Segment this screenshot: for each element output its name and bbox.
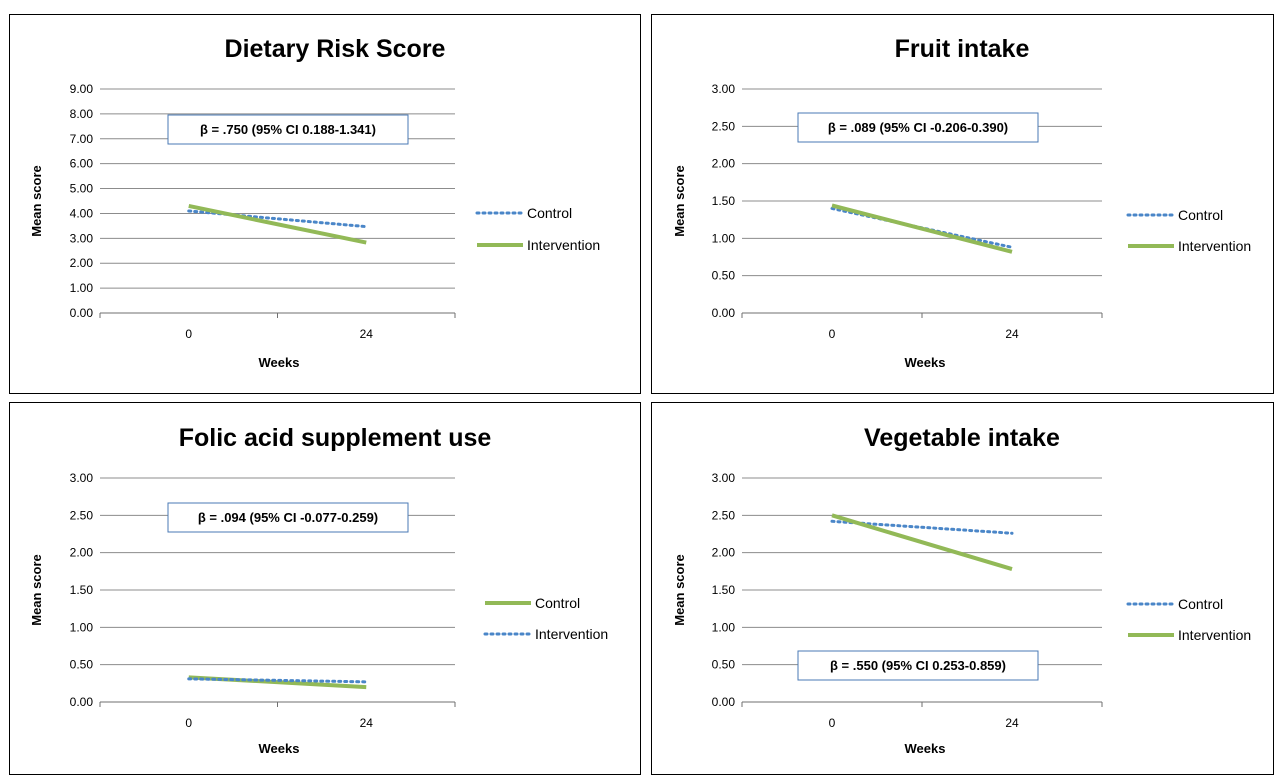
y-axis-label: Mean score (672, 554, 687, 626)
y-tick-label: 2.50 (712, 508, 736, 522)
annotation-text: β = .750 (95% CI 0.188-1.341) (200, 122, 376, 137)
y-tick-label: 9.00 (70, 82, 94, 96)
x-tick-label: 0 (185, 716, 192, 730)
y-tick-label: 2.00 (70, 546, 94, 560)
x-tick-label: 24 (360, 327, 374, 341)
chart-svg-dietary-risk-score: Dietary Risk Score 0.00 1.00 2.00 3.00 4.00 5… (29, 35, 600, 370)
y-tick-label: 3.00 (712, 82, 736, 96)
y-tick-label: 1.50 (712, 583, 736, 597)
y-tick-label: 2.50 (70, 508, 94, 522)
y-tick-label: 2.00 (70, 256, 94, 270)
x-tick-label: 0 (829, 327, 836, 341)
chart-title: Vegetable intake (864, 424, 1060, 452)
series-line-intervention (188, 204, 367, 245)
x-tick-label: 24 (1005, 716, 1019, 730)
chart-title: Fruit intake (895, 35, 1030, 63)
x-tick-label: 0 (829, 716, 836, 730)
y-tick-label: 1.00 (712, 231, 736, 245)
annotation-text: β = .550 (95% CI 0.253-0.859) (830, 658, 1006, 673)
y-tick-label: 3.00 (712, 471, 736, 485)
legend-label-intervention: Intervention (1178, 627, 1251, 643)
chart-svg-fruit-intake: Fruit intake 0.00 0.50 1.00 1.50 2.00 2.50 3.0… (672, 35, 1251, 370)
y-tick-label: 1.00 (70, 620, 94, 634)
y-axis-label: Mean score (29, 554, 44, 626)
y-axis-label: Mean score (672, 165, 687, 237)
annotation-box (797, 112, 1039, 143)
y-tick-label: 0.50 (70, 658, 94, 672)
annotation-box (167, 502, 409, 533)
y-tick-label: 3.00 (70, 471, 94, 485)
y-tick-label: 4.00 (70, 206, 94, 220)
legend-label-intervention: Intervention (1178, 238, 1251, 254)
y-tick-label: 1.50 (712, 194, 736, 208)
y-tick-label: 1.50 (70, 583, 94, 597)
legend-label-control: Control (535, 595, 580, 611)
x-axis-label: Weeks (259, 741, 300, 756)
y-tick-label: 0.00 (70, 306, 94, 320)
chart-panel-folic-acid: Folic acid supplement use 0.00 0.50 1.00 1.… (9, 402, 641, 775)
y-tick-label: 6.00 (70, 157, 94, 171)
x-axis-label: Weeks (259, 355, 300, 370)
legend-label-intervention: Intervention (535, 626, 608, 642)
legend-label-control: Control (1178, 596, 1223, 612)
y-tick-label: 7.00 (70, 132, 94, 146)
chart-panel-vegetable-intake: Vegetable intake 0.00 0.50 1.00 1.50 2.00 2.5… (651, 402, 1274, 775)
x-tick-label: 24 (1005, 327, 1019, 341)
y-tick-label: 2.50 (712, 119, 736, 133)
y-tick-label: 8.00 (70, 107, 94, 121)
series-line-intervention (187, 677, 368, 684)
y-tick-label: 1.00 (712, 620, 736, 634)
x-tick-label: 24 (360, 716, 374, 730)
y-tick-label: 2.00 (712, 157, 736, 171)
y-tick-label: 1.00 (70, 281, 94, 295)
y-tick-label: 0.00 (70, 695, 94, 709)
chart-svg-folic-acid: Folic acid supplement use 0.00 0.50 1.00 1.… (29, 424, 608, 756)
x-axis-label: Weeks (905, 741, 946, 756)
y-tick-label: 3.00 (70, 231, 94, 245)
annotation-text: β = .094 (95% CI -0.077-0.259) (198, 510, 378, 525)
legend-label-control: Control (527, 205, 572, 221)
x-axis-label: Weeks (905, 355, 946, 370)
y-tick-label: 0.50 (712, 269, 736, 283)
annotation-box (797, 650, 1039, 681)
legend-label-control: Control (1178, 207, 1223, 223)
y-tick-label: 0.00 (712, 306, 736, 320)
y-tick-label: 5.00 (70, 182, 94, 196)
annotation-text: β = .089 (95% CI -0.206-0.390) (828, 120, 1008, 135)
chart-panel-fruit-intake: Fruit intake 0.00 0.50 1.00 1.50 2.00 2.50 3.0… (651, 14, 1274, 394)
annotation-box (167, 114, 409, 145)
chart-title: Folic acid supplement use (179, 424, 492, 452)
y-tick-label: 0.00 (712, 695, 736, 709)
series-line-intervention (831, 513, 1013, 572)
y-axis-label: Mean score (29, 165, 44, 237)
chart-panel-dietary-risk-score: Dietary Risk Score 0.00 1.00 2.00 3.00 4.00 5… (9, 14, 641, 394)
legend-label-intervention: Intervention (527, 237, 600, 253)
y-tick-label: 0.50 (712, 658, 736, 672)
chart-svg-vegetable-intake: Vegetable intake 0.00 0.50 1.00 1.50 2.00 2.5… (672, 424, 1251, 756)
chart-title: Dietary Risk Score (225, 35, 446, 63)
x-tick-label: 0 (185, 327, 192, 341)
y-tick-label: 2.00 (712, 546, 736, 560)
series-line-intervention (831, 203, 1013, 254)
